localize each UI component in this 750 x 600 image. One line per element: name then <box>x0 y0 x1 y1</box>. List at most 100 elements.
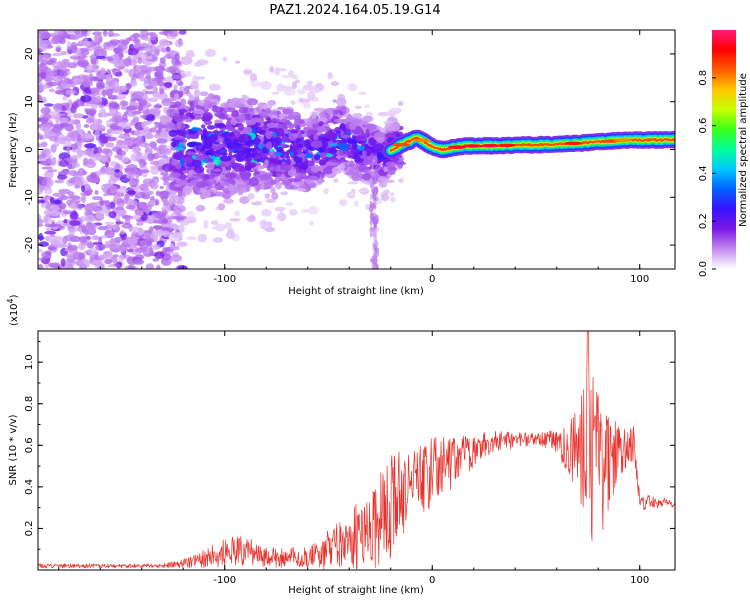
spectrogram-cell <box>338 143 350 151</box>
spectrogram-cell <box>296 89 306 95</box>
spectrogram-cell <box>84 189 93 196</box>
spectrogram-cell <box>383 166 389 172</box>
figure-title: PAZ1.2024.164.05.19.G14 <box>269 3 440 18</box>
spectrogram-cell <box>202 127 208 137</box>
spectrogram-cell <box>80 95 92 103</box>
spectrogram-cell <box>212 237 224 243</box>
spectrogram-cell <box>175 131 188 137</box>
spectrogram-cell <box>293 133 299 138</box>
spectrogram-cell <box>381 193 390 202</box>
spectrogram-cell <box>179 220 190 226</box>
spectrogram-hotspot <box>412 138 431 143</box>
spectrogram-cell <box>377 177 390 182</box>
spectrogram-cell <box>165 205 171 213</box>
spectrogram-cell <box>142 203 147 212</box>
spectrogram-cell <box>240 172 250 181</box>
spectrogram-cell <box>292 142 300 151</box>
spectrogram-cell <box>161 42 171 46</box>
spectrogram-cell <box>154 65 166 72</box>
spectrogram-cell <box>40 141 48 148</box>
spectrogram-cell <box>132 32 141 39</box>
spectrogram-cell <box>39 156 46 162</box>
spectrogram-cell <box>267 221 273 228</box>
spectrogram-cell <box>274 152 283 156</box>
spectrogram-cell <box>108 178 117 186</box>
snr-x-ticks: -100 0 100 <box>58 331 649 586</box>
spectrogram-cell <box>38 95 43 102</box>
spectrogram-cell <box>218 113 228 120</box>
spectrogram-hotspot <box>497 143 516 148</box>
spectrogram-cell <box>238 113 246 122</box>
spectrogram-cell <box>105 162 109 168</box>
spectrogram-cell <box>208 83 221 91</box>
spectrogram-cell <box>156 91 168 100</box>
spectrogram-cell <box>219 155 232 162</box>
spectrogram-cell <box>265 198 276 203</box>
spectrogram-cell <box>41 148 51 154</box>
spectrogram-cell <box>174 147 185 151</box>
spectrogram-cell <box>60 195 69 201</box>
spectrogram-cell <box>100 154 108 162</box>
spectrogram-cell <box>320 140 329 148</box>
spectrogram-cell <box>115 221 124 225</box>
spectrogram-cell <box>354 105 362 109</box>
spectrogram-cell <box>156 264 161 269</box>
spectrogram-cell <box>202 113 212 122</box>
spectrogram-cell <box>220 102 231 108</box>
spectrogram-cell <box>318 147 323 153</box>
spectrogram-cell <box>182 170 189 174</box>
spectrogram-cell <box>133 259 145 265</box>
spectrogram-cell <box>67 62 78 69</box>
spectrogram-cell <box>137 227 145 236</box>
y-tick-label: 0.2 <box>24 520 35 536</box>
spectrogram-cell <box>139 142 150 148</box>
spectrogram-cell <box>60 122 70 127</box>
spectrogram-cell <box>197 233 207 243</box>
spectrogram-cell <box>86 242 95 249</box>
spectrogram-cell <box>142 181 150 189</box>
spectrogram-cell <box>230 97 241 107</box>
snr-frame <box>37 330 676 571</box>
spectrogram-cell <box>169 191 176 199</box>
spectrogram-cell <box>55 89 67 95</box>
spectrogram-blobs <box>38 30 407 269</box>
spectrogram-cell <box>390 196 396 203</box>
spectrogram-cell <box>142 110 148 115</box>
spectrogram-cell <box>59 159 69 167</box>
spectrogram-cell <box>126 37 132 41</box>
spectrogram-cell <box>94 33 103 42</box>
spectrogram-cell <box>143 47 153 52</box>
spectrogram-cell <box>200 134 208 142</box>
spectrogram-cell <box>85 222 98 230</box>
spectrogram-cell <box>47 157 52 164</box>
spectrogram-cell <box>313 134 319 141</box>
spectrogram-cell <box>230 145 241 151</box>
spectrogram-cell <box>146 215 155 225</box>
spectrogram-cell <box>309 220 315 226</box>
spectrogram-cell <box>261 147 268 154</box>
spectrogram-cell <box>133 91 144 98</box>
snr-series-line <box>38 331 675 570</box>
spectrogram-cell <box>370 193 373 201</box>
spectrogram-cell <box>388 108 400 116</box>
spectrogram-cell <box>233 163 245 172</box>
spectrogram-cell <box>339 123 345 130</box>
spectrogram-cell <box>306 80 314 85</box>
spectrogram-cell <box>44 250 52 256</box>
spectrogram-cell <box>68 30 80 34</box>
snr-panel: -100 0 100 0.2 0.4 0.6 0.8 1.0 Height of strai… <box>6 294 676 596</box>
spectrogram-cell <box>122 85 128 93</box>
spectrogram-cell <box>149 161 159 165</box>
spectrogram-cell <box>372 143 385 151</box>
y-tick-label: 0.6 <box>24 437 35 453</box>
spectrogram-cell <box>274 136 282 146</box>
spectrogram-cell <box>193 88 201 98</box>
spectrogram-cell <box>225 230 236 239</box>
spectrogram-cell <box>135 154 140 160</box>
spectrogram-cell <box>352 141 358 150</box>
spectrogram-cell <box>309 182 317 189</box>
spectrogram-hotspot <box>564 141 583 146</box>
spectrogram-cell <box>68 179 76 184</box>
x-tick-label: 100 <box>630 274 649 285</box>
spectrogram-cell <box>181 105 189 110</box>
